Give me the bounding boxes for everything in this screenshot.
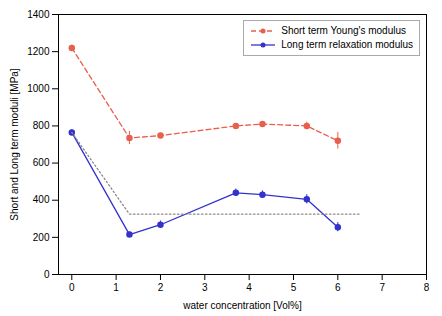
svg-text:0: 0 bbox=[69, 282, 75, 293]
svg-text:1400: 1400 bbox=[27, 9, 50, 20]
svg-text:3: 3 bbox=[202, 282, 208, 293]
svg-text:0: 0 bbox=[44, 269, 50, 280]
svg-text:600: 600 bbox=[33, 157, 50, 168]
html-text:Long term relaxation modulus: Long term relaxation modulus bbox=[281, 39, 413, 50]
svg-text:200: 200 bbox=[33, 232, 50, 243]
svg-text:1200: 1200 bbox=[27, 46, 50, 57]
svg-text:4: 4 bbox=[246, 282, 252, 293]
svg-text:7: 7 bbox=[379, 282, 385, 293]
svg-text:800: 800 bbox=[33, 120, 50, 131]
svg-text:2: 2 bbox=[158, 282, 164, 293]
svg-text:1000: 1000 bbox=[27, 83, 50, 94]
svg-text:5: 5 bbox=[291, 282, 297, 293]
html-text:Short term Young's modulus: Short term Young's modulus bbox=[281, 25, 406, 36]
svg-text:8: 8 bbox=[424, 282, 430, 293]
svg-text:400: 400 bbox=[33, 194, 50, 205]
svg-text:Short and Long term moduli [MP: Short and Long term moduli [MPa] bbox=[9, 68, 20, 221]
svg-text:1: 1 bbox=[113, 282, 119, 293]
svg-text:water concentration [Vol%]: water concentration [Vol%] bbox=[182, 300, 302, 311]
svg-text:6: 6 bbox=[335, 282, 341, 293]
